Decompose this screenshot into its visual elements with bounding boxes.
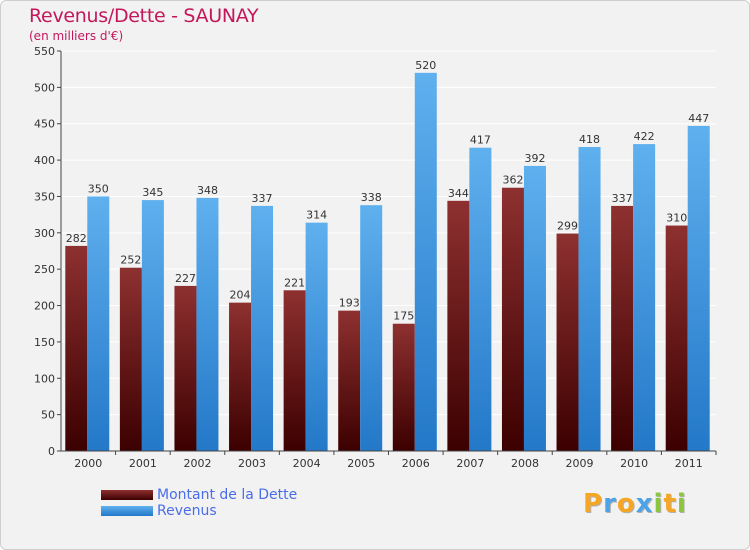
y-tick-label: 200: [34, 300, 55, 313]
logo-letter: P: [583, 489, 604, 519]
legend-swatch-debt: [101, 490, 153, 500]
bar-revenue: [687, 125, 710, 451]
legend-label-revenue: Revenus: [157, 503, 217, 519]
x-tick-label: 2001: [129, 457, 157, 470]
bar-revenue: [633, 144, 656, 451]
bar-debt: [556, 233, 579, 451]
bar-revenue: [523, 165, 546, 451]
legend-swatch-revenue: [101, 506, 153, 516]
y-tick-label: 300: [34, 227, 55, 240]
x-tick-label: 2007: [456, 457, 484, 470]
bar-revenue: [251, 205, 274, 451]
bar-revenue: [196, 197, 219, 451]
data-label: 348: [197, 184, 218, 197]
bar-debt: [611, 205, 634, 451]
x-tick-label: 2004: [293, 457, 321, 470]
data-label: 337: [612, 192, 633, 205]
x-tick-label: 2005: [347, 457, 375, 470]
y-tick-label: 350: [34, 190, 55, 203]
x-tick-label: 2003: [238, 457, 266, 470]
chart-title: Revenus/Dette - SAUNAY: [29, 5, 259, 27]
logo-letter: o: [616, 489, 636, 519]
data-label: 299: [557, 220, 578, 233]
x-tick-label: 2010: [620, 457, 648, 470]
y-tick-label: 50: [41, 409, 55, 422]
bar-debt: [392, 323, 415, 451]
data-label: 418: [579, 133, 600, 146]
data-label: 417: [470, 134, 491, 147]
chart-subtitle: (en milliers d'€): [29, 29, 124, 43]
x-tick-label: 2008: [511, 457, 539, 470]
data-label: 310: [666, 212, 687, 225]
bar-debt: [338, 310, 361, 451]
logo-letter: x: [635, 489, 654, 519]
bar-debt: [283, 290, 306, 451]
bar-debt: [501, 187, 524, 451]
plot-area: [61, 51, 716, 451]
data-label: 282: [66, 232, 87, 245]
x-tick-label: 2000: [74, 457, 102, 470]
y-tick-label: 500: [34, 81, 55, 94]
x-tick-label: 2006: [402, 457, 430, 470]
data-label: 204: [230, 289, 251, 302]
y-tick-label: 400: [34, 154, 55, 167]
bar-debt: [229, 302, 252, 451]
data-label: 350: [88, 182, 109, 195]
proxiti-logo: Proxiti: [583, 489, 687, 519]
data-label: 221: [284, 276, 305, 289]
bar-revenue: [305, 222, 328, 451]
data-label: 392: [524, 152, 545, 165]
y-tick-label: 100: [34, 372, 55, 385]
y-tick-label: 450: [34, 118, 55, 131]
y-tick-label: 150: [34, 336, 55, 349]
bar-revenue: [360, 205, 383, 451]
logo-letter: t: [663, 489, 677, 519]
data-label: 314: [306, 209, 327, 222]
data-label: 345: [142, 186, 163, 199]
legend-label-debt: Montant de la Dette: [157, 487, 298, 503]
x-tick-label: 2011: [675, 457, 703, 470]
bar-debt: [665, 225, 688, 451]
data-label: 175: [393, 310, 414, 323]
data-label: 447: [688, 112, 709, 125]
logo-letter: i: [676, 489, 687, 519]
data-label: 344: [448, 187, 469, 200]
data-label: 227: [175, 272, 196, 285]
bar-debt: [119, 267, 142, 451]
bar-revenue: [414, 72, 437, 452]
x-tick-label: 2009: [566, 457, 594, 470]
y-tick-label: 550: [34, 45, 55, 58]
bar-debt: [65, 245, 88, 451]
data-label: 338: [361, 191, 382, 204]
data-label: 193: [339, 297, 360, 310]
y-tick-label: 0: [48, 445, 55, 458]
bar-revenue: [578, 147, 601, 451]
bar-debt: [174, 285, 197, 451]
y-tick-label: 250: [34, 263, 55, 276]
logo-letter: r: [603, 489, 617, 519]
x-tick-label: 2002: [183, 457, 211, 470]
bar-revenue: [87, 196, 110, 451]
data-label: 520: [415, 59, 436, 72]
data-label: 422: [634, 130, 655, 143]
logo-letter: i: [653, 489, 664, 519]
data-label: 252: [120, 254, 141, 267]
data-label: 362: [502, 174, 523, 187]
bar-debt: [447, 200, 470, 451]
bar-revenue: [141, 200, 164, 451]
bar-revenue: [469, 147, 492, 451]
data-label: 337: [252, 192, 273, 205]
